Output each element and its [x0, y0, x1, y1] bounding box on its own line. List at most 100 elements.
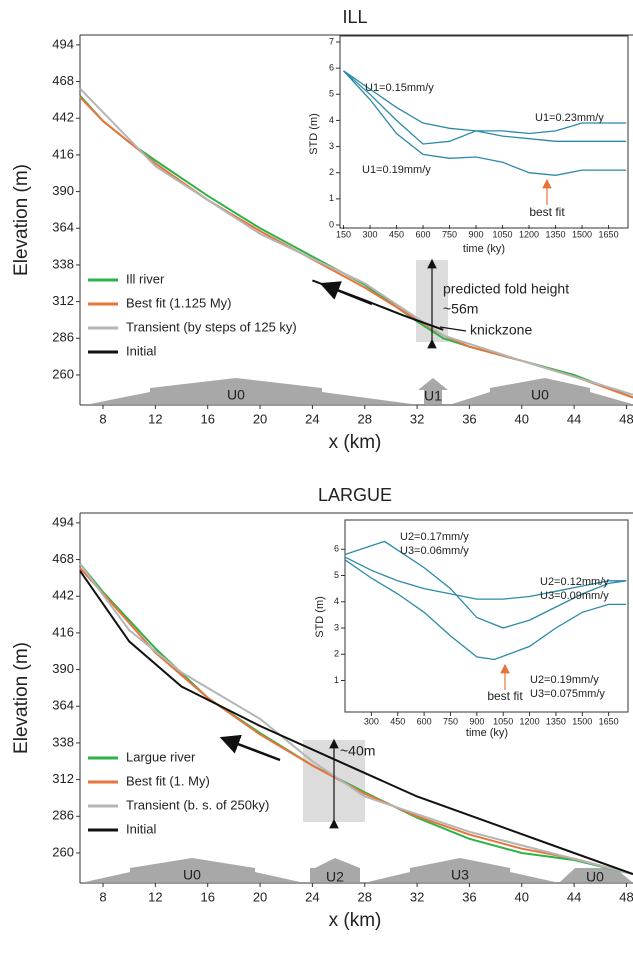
- x-tick-label: 900: [469, 229, 484, 239]
- y-tick-label: 0: [329, 219, 334, 229]
- x-tick-label: 1650: [599, 716, 619, 726]
- x-tick-label: 300: [364, 716, 379, 726]
- uplift-arrow: [560, 868, 632, 882]
- y-tick-label: 2: [329, 167, 334, 177]
- annotation: predicted fold height: [443, 281, 569, 297]
- x-axis-label: x (km): [329, 432, 382, 453]
- y-tick-label: 4: [334, 596, 339, 606]
- x-tick-label: 750: [443, 716, 458, 726]
- y-tick-label: 390: [52, 183, 74, 198]
- uplift-arrow: [418, 378, 448, 404]
- x-tick-label: 1500: [572, 716, 592, 726]
- x-tick-label: 1350: [546, 716, 566, 726]
- uplift-arrow: [85, 858, 300, 882]
- y-tick-label: 6: [334, 544, 339, 554]
- x-tick-label: 28: [358, 411, 372, 426]
- series-label: U3=0.06mm/y: [400, 545, 469, 557]
- x-tick-label: 1050: [493, 229, 513, 239]
- x-tick-label: 16: [200, 411, 214, 426]
- x-tick-label: 32: [410, 411, 424, 426]
- x-tick-label: 36: [462, 411, 476, 426]
- x-tick-label: 8: [99, 411, 106, 426]
- legend-label: Best fit (1. My): [126, 773, 210, 788]
- annotation: ~56m: [443, 301, 478, 317]
- y-axis-label: Elevation (m): [11, 164, 32, 276]
- y-tick-label: 3: [334, 622, 339, 632]
- y-tick-label: 260: [52, 844, 74, 859]
- y-tick-label: 1: [329, 193, 334, 203]
- x-tick-label: 40: [515, 411, 529, 426]
- annotation: U0: [183, 867, 201, 883]
- x-tick-label: 1350: [546, 229, 566, 239]
- y-axis-label: STD (m): [314, 596, 326, 638]
- x-tick-label: 36: [462, 889, 476, 904]
- x-tick-label: 20: [253, 889, 267, 904]
- y-tick-label: 416: [52, 624, 74, 639]
- legend-label: Initial: [126, 821, 156, 836]
- series-line: [343, 70, 627, 135]
- x-tick-label: 600: [417, 716, 432, 726]
- series-line: [343, 70, 627, 145]
- annotation: best fit: [529, 205, 565, 219]
- x-tick-label: 20: [253, 411, 267, 426]
- y-tick-label: 5: [334, 570, 339, 580]
- y-tick-label: 286: [52, 808, 74, 823]
- annotation: U3: [451, 867, 469, 883]
- x-tick-label: 600: [416, 229, 431, 239]
- annotation: U0: [586, 869, 604, 885]
- annotation: U2: [326, 869, 344, 885]
- y-tick-label: 416: [52, 146, 74, 161]
- series-line: [343, 70, 627, 176]
- migration-arrow: [319, 281, 373, 306]
- series-label: U3=0.075mm/y: [530, 688, 605, 700]
- uplift-arrow: [368, 858, 555, 882]
- y-axis-label: STD (m): [308, 113, 320, 155]
- y-tick-label: 1: [334, 675, 339, 685]
- series-line: [79, 87, 633, 396]
- series-label: U1=0.23mm/y: [535, 112, 604, 124]
- x-tick-label: 1200: [519, 229, 539, 239]
- x-tick-label: 28: [358, 889, 372, 904]
- x-tick-label: 12: [148, 411, 162, 426]
- y-tick-label: 4: [329, 115, 334, 125]
- y-tick-label: 338: [52, 256, 74, 271]
- inset-frame: [344, 519, 629, 713]
- y-tick-label: 494: [52, 514, 74, 529]
- y-tick-label: 7: [329, 36, 334, 46]
- x-tick-label: 32: [410, 889, 424, 904]
- x-tick-label: 750: [442, 229, 457, 239]
- legend-label: Initial: [126, 343, 156, 358]
- y-tick-label: 494: [52, 36, 74, 51]
- uplift-arrow: [310, 858, 360, 882]
- x-tick-label: 300: [363, 229, 378, 239]
- y-tick-label: 364: [52, 698, 74, 713]
- uplift-arrow: [452, 378, 632, 404]
- legend-label: Ill river: [126, 271, 165, 286]
- x-tick-label: 900: [469, 716, 484, 726]
- y-tick-label: 364: [52, 220, 74, 235]
- y-tick-label: 260: [52, 366, 74, 381]
- x-tick-label: 1050: [493, 716, 513, 726]
- series-line: [344, 556, 627, 600]
- chart-title: LARGUE: [318, 485, 392, 505]
- pointer: [439, 326, 467, 332]
- x-tick-label: 8: [99, 889, 106, 904]
- y-tick-label: 442: [52, 110, 74, 125]
- annotation: ~40m: [340, 743, 375, 759]
- legend-label: Transient (by steps of 125 ky): [126, 319, 297, 334]
- y-tick-label: 6: [329, 63, 334, 73]
- y-tick-label: 312: [52, 293, 74, 308]
- x-tick-label: 44: [567, 411, 581, 426]
- series-line: [79, 563, 633, 876]
- chart-title: ILL: [342, 7, 367, 27]
- uplift-arrow: [90, 378, 412, 404]
- series-line: [344, 559, 627, 661]
- x-tick-label: 16: [200, 889, 214, 904]
- migration-arrow: [219, 734, 281, 762]
- x-tick-label: 1200: [520, 716, 540, 726]
- y-tick-label: 2: [334, 649, 339, 659]
- y-tick-label: 468: [52, 73, 74, 88]
- x-tick-label: 12: [148, 889, 162, 904]
